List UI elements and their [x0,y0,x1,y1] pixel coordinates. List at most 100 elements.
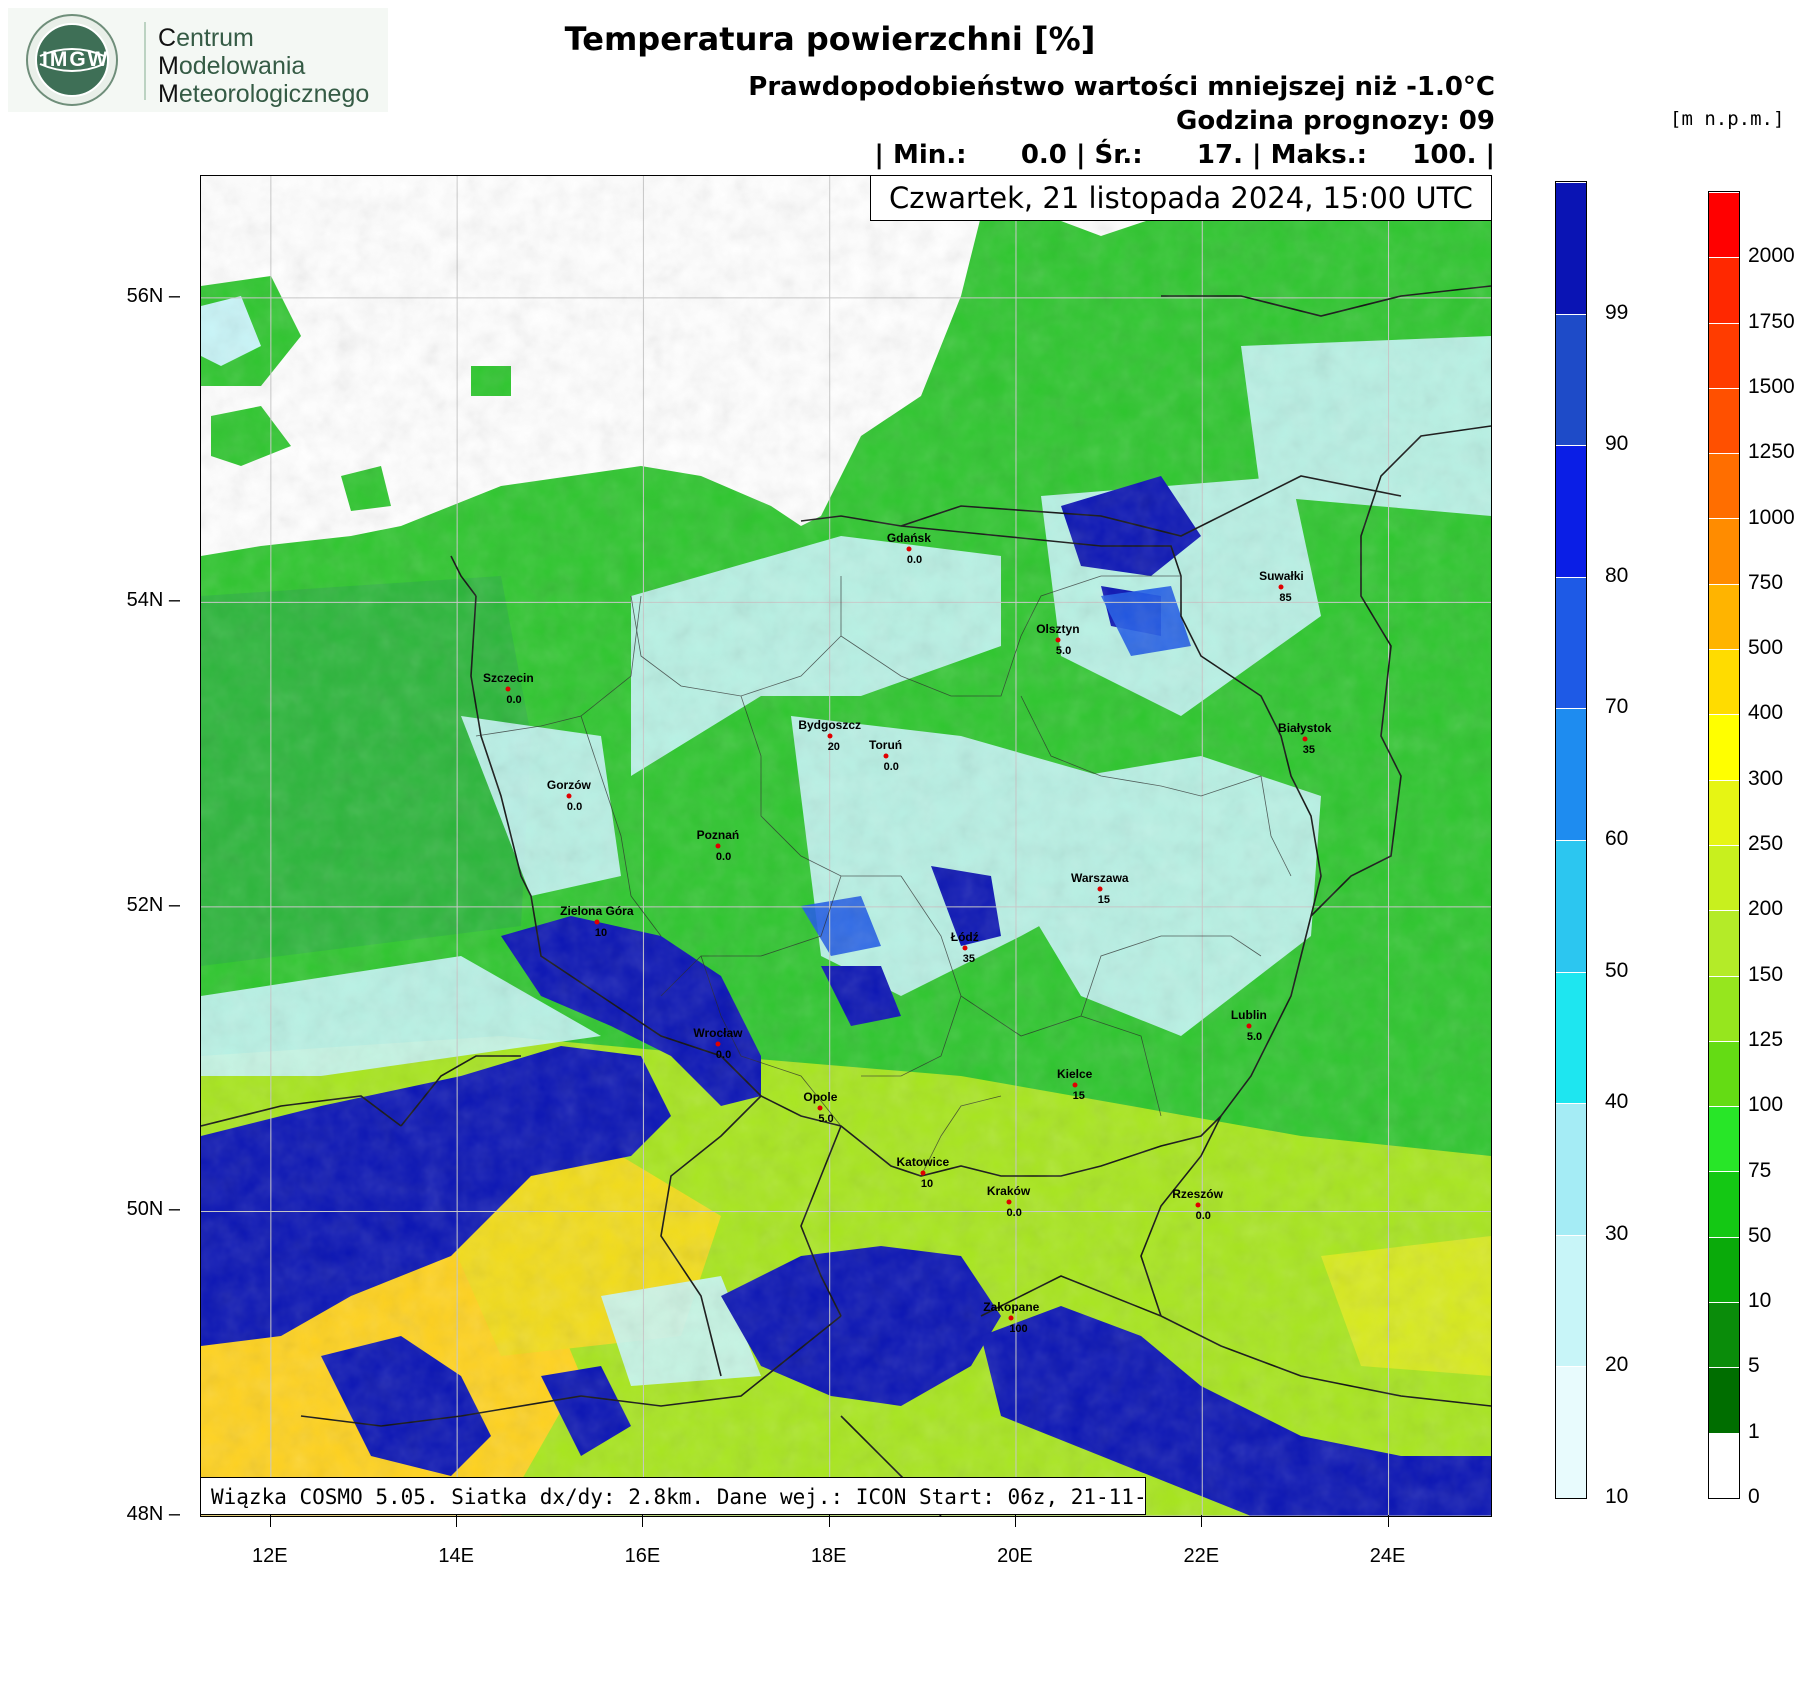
city-name: Bydgoszcz [798,718,862,733]
city-name: Gorzów [546,777,591,792]
lon-tick-label: 16E [624,1545,661,1567]
city-dot [1008,1315,1014,1321]
lon-tick-mark [456,1515,458,1527]
colorbar-label: 400 [1748,701,1784,725]
lon-tick-mark [1201,1515,1203,1527]
lon-tick-mark [269,1515,271,1527]
city-dot [505,686,511,692]
colorbar-segment [1709,714,1739,780]
imgw-seal-icon [26,14,118,106]
lon-tick-label: 20E [997,1545,1033,1567]
city-value: 0.0 [883,761,899,774]
colorbar-segment [1556,576,1586,709]
colorbar-label: 40 [1605,1090,1629,1114]
lat-tick-label: 54N – [126,589,180,612]
city-value: 10 [920,1178,934,1191]
city-value: 35 [962,953,975,966]
city-name: Katowice [896,1155,950,1170]
elevation-unit-label: [m n.p.m.] [1670,108,1785,130]
colorbar-segment [1709,257,1739,323]
colorbar-label: 300 [1748,766,1784,790]
city-dot [962,945,968,951]
colorbar-segment [1709,1171,1739,1237]
city-name: Łódź [950,930,979,945]
city-dot [715,1041,721,1047]
colorbar-label: 200 [1748,897,1784,921]
colorbar-label: 150 [1748,962,1784,986]
model-info-label: Wiązka COSMO 5.05. Siatka dx/dy: 2.8km. … [200,1477,1146,1515]
map-title: Temperatura powierzchni [%] [564,20,1096,58]
city-dot [1195,1202,1201,1208]
lon-tick-label: 14E [438,1545,474,1567]
city-dot [1055,637,1061,643]
city-name: Gdańsk [886,531,931,546]
city-name: Toruń [869,738,903,753]
city-value: 0.0 [1195,1210,1211,1223]
colorbar-segment [1709,583,1739,650]
colorbar-label: 5 [1748,1354,1760,1378]
colorbar-label: 1750 [1748,309,1795,333]
stats-subtitle: | Min.: 0.0 | Śr.: 17. | Maks.: 100. | [874,140,1495,170]
city-markers: Gdańsk 0.0 Suwałki 85 Olsztyn 5.0 Szczecin 0.0 B… [201,176,1491,1516]
colorbar-label: 125 [1748,1027,1784,1051]
city-name: Zakopane [983,1300,1040,1315]
colorbar-label: 75 [1748,1158,1772,1182]
probability-colorbar [1555,181,1587,1499]
city-value: 10 [594,927,608,940]
colorbar-segment [1556,182,1586,314]
city-dot [883,753,889,759]
colorbar-segment [1556,839,1586,972]
texture-overlay [201,176,1491,1516]
city-dot [817,1105,823,1111]
city-value: 100 [1009,1323,1028,1336]
colorbar-label: 750 [1748,570,1784,594]
city-dot [1072,1082,1078,1088]
city-name: Lublin [1230,1007,1267,1022]
logo-line-2: Modelowania [158,52,306,80]
colorbar-label: 500 [1748,636,1784,660]
city-name: Opole [803,1089,838,1104]
city-name: Kraków [986,1184,1031,1199]
colorbar-segment [1709,1302,1739,1368]
colorbar-label: 80 [1605,563,1629,587]
city-value: 5.0 [1055,645,1072,658]
city-dot [715,843,721,849]
city-value: 0.0 [506,694,522,707]
colorbar-segment [1556,1103,1586,1235]
city-dot [1097,886,1103,892]
colorbar-segment [1556,1366,1586,1498]
logo-line-3: Meteorologicznego [158,80,370,108]
city-value: 15 [1072,1090,1085,1103]
colorbar-label: 0 [1748,1485,1760,1508]
elevation-colorbar [1708,191,1740,1499]
colorbar-label: 50 [1748,1223,1772,1247]
city-value: 0.0 [1006,1207,1022,1220]
colorbar-segment [1709,1432,1739,1498]
lon-tick-label: 12E [252,1545,288,1567]
colorbar-segment [1709,975,1739,1041]
colorbar-segment [1709,192,1739,258]
city-dot [906,546,912,552]
city-name: Wrocław [693,1025,743,1040]
city-dot [1302,736,1308,742]
seal-text: IMGW [42,48,110,71]
colorbar-segment [1556,1234,1586,1367]
colorbar-segment [1709,1236,1739,1303]
city-dot [1278,584,1284,590]
city-value: 0.0 [715,851,732,863]
colorbar-segment [1709,779,1739,845]
city-dot [1246,1023,1252,1029]
colorbar-segment [1556,313,1586,446]
colorbar-label: 50 [1605,958,1629,982]
city-dot [566,793,572,799]
city-name: Rzeszów [1172,1187,1223,1202]
colorbar-segment [1709,453,1739,519]
city-value: 15 [1097,893,1111,906]
map-canvas [201,176,1491,1516]
lat-tick-label: 50N – [126,1198,180,1221]
lon-tick-mark [642,1515,644,1527]
city-value: 0.0 [715,1048,732,1061]
city-value: 0.0 [906,554,923,567]
colorbar-segment [1709,518,1739,584]
city-name: Białystok [1278,721,1332,736]
